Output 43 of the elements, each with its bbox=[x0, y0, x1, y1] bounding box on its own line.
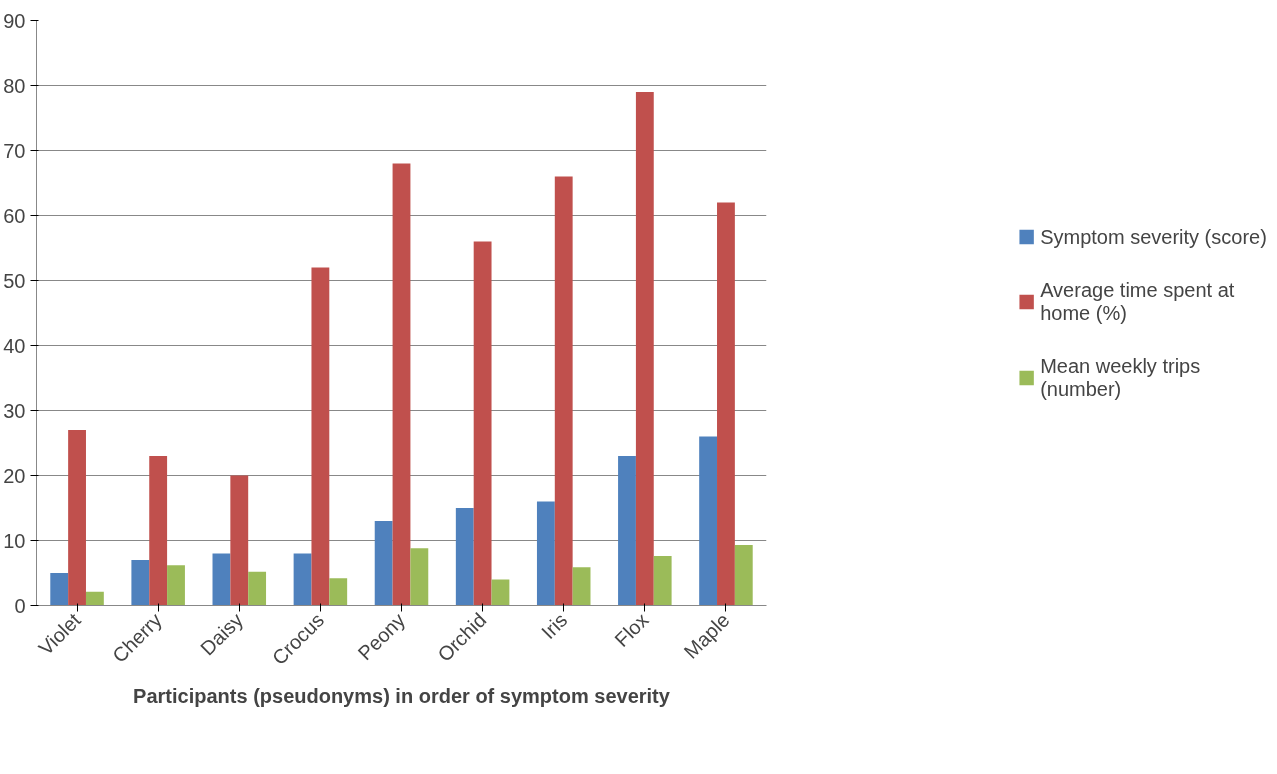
bar bbox=[554, 176, 573, 606]
bar bbox=[68, 430, 86, 606]
bar bbox=[167, 565, 185, 606]
bar bbox=[473, 241, 492, 606]
y-tick-label: 0 bbox=[14, 594, 26, 617]
bar bbox=[293, 553, 312, 606]
bar bbox=[392, 163, 411, 606]
bar bbox=[618, 456, 636, 606]
y-tick-label: 20 bbox=[3, 464, 26, 487]
bar bbox=[635, 92, 654, 606]
x-tick-label: Flox bbox=[610, 608, 653, 651]
bar bbox=[131, 560, 150, 606]
x-axis-title: Participants (pseudonyms) in order of symptom severity bbox=[133, 684, 671, 707]
bar bbox=[572, 567, 591, 606]
bar bbox=[734, 545, 753, 606]
x-tick-label: Iris bbox=[537, 608, 572, 644]
bar bbox=[699, 436, 718, 606]
bar bbox=[212, 553, 231, 606]
bar bbox=[410, 548, 429, 606]
bar bbox=[230, 475, 249, 606]
bar bbox=[149, 456, 168, 606]
y-tick-label: 90 bbox=[3, 9, 26, 32]
legend-label: Mean weekly trips (number) bbox=[1040, 354, 1201, 400]
bar bbox=[374, 521, 393, 606]
y-tick-label: 10 bbox=[3, 529, 26, 552]
bar bbox=[85, 591, 104, 606]
bar bbox=[50, 573, 69, 606]
bar bbox=[455, 508, 474, 606]
y-tick-label: 80 bbox=[3, 74, 26, 97]
bar bbox=[248, 571, 267, 606]
legend-label: Symptom severity (score) bbox=[1040, 225, 1267, 248]
bar bbox=[491, 579, 510, 606]
bar bbox=[653, 556, 672, 606]
y-tick-label: 60 bbox=[3, 204, 26, 227]
legend-label: Average time spent at home (%) bbox=[1040, 278, 1235, 324]
bar bbox=[536, 501, 555, 606]
y-tick-label: 50 bbox=[3, 269, 26, 292]
y-tick-label: 70 bbox=[3, 139, 26, 162]
bar bbox=[311, 267, 330, 606]
y-tick-label: 40 bbox=[3, 334, 26, 357]
y-tick-label: 30 bbox=[3, 399, 26, 422]
bar bbox=[329, 578, 348, 606]
bar bbox=[717, 202, 735, 606]
